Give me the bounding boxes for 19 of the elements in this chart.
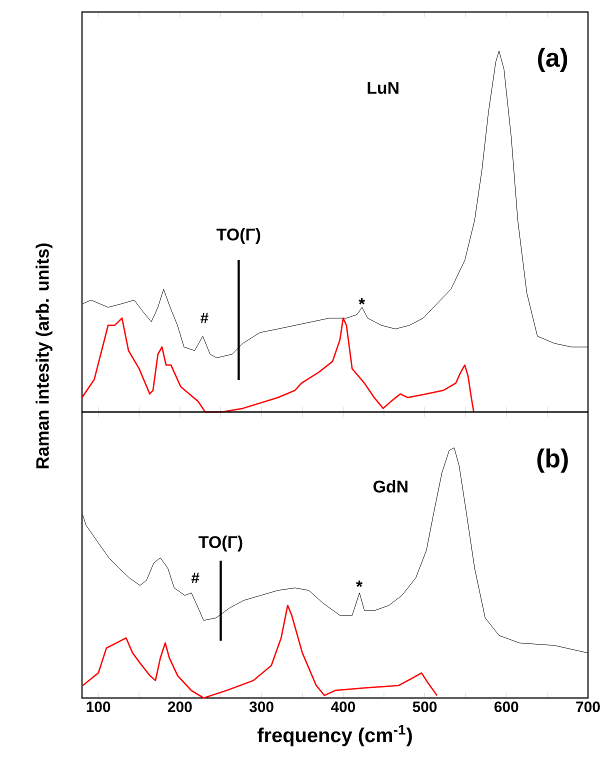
y-axis-title: Raman intesity (arb. units) — [36, 243, 52, 468]
x-tick-label: 700 — [576, 702, 600, 712]
ref-line-label: TO(Γ) — [216, 228, 260, 244]
annotation: (b) — [537, 448, 568, 473]
annotation: (a) — [538, 48, 568, 72]
x-tick-label: 300 — [249, 702, 274, 712]
annotation: # — [191, 572, 200, 583]
annotation: * — [356, 580, 363, 587]
annotation: GdN — [373, 480, 408, 493]
x-tick-label: 600 — [494, 702, 518, 712]
annotation: LuN — [368, 82, 398, 94]
x-tick-label: 100 — [86, 702, 110, 712]
ref-line-label: TO(Γ) — [198, 536, 242, 552]
annotation: # — [200, 312, 208, 324]
x-axis-title: frequency (cm$^{-1}$) — [257, 724, 412, 746]
x-tick-label: 500 — [412, 702, 437, 712]
x-tick-label: 400 — [330, 702, 355, 712]
x-tick-label: 200 — [168, 702, 192, 712]
annotation: * — [358, 298, 366, 304]
